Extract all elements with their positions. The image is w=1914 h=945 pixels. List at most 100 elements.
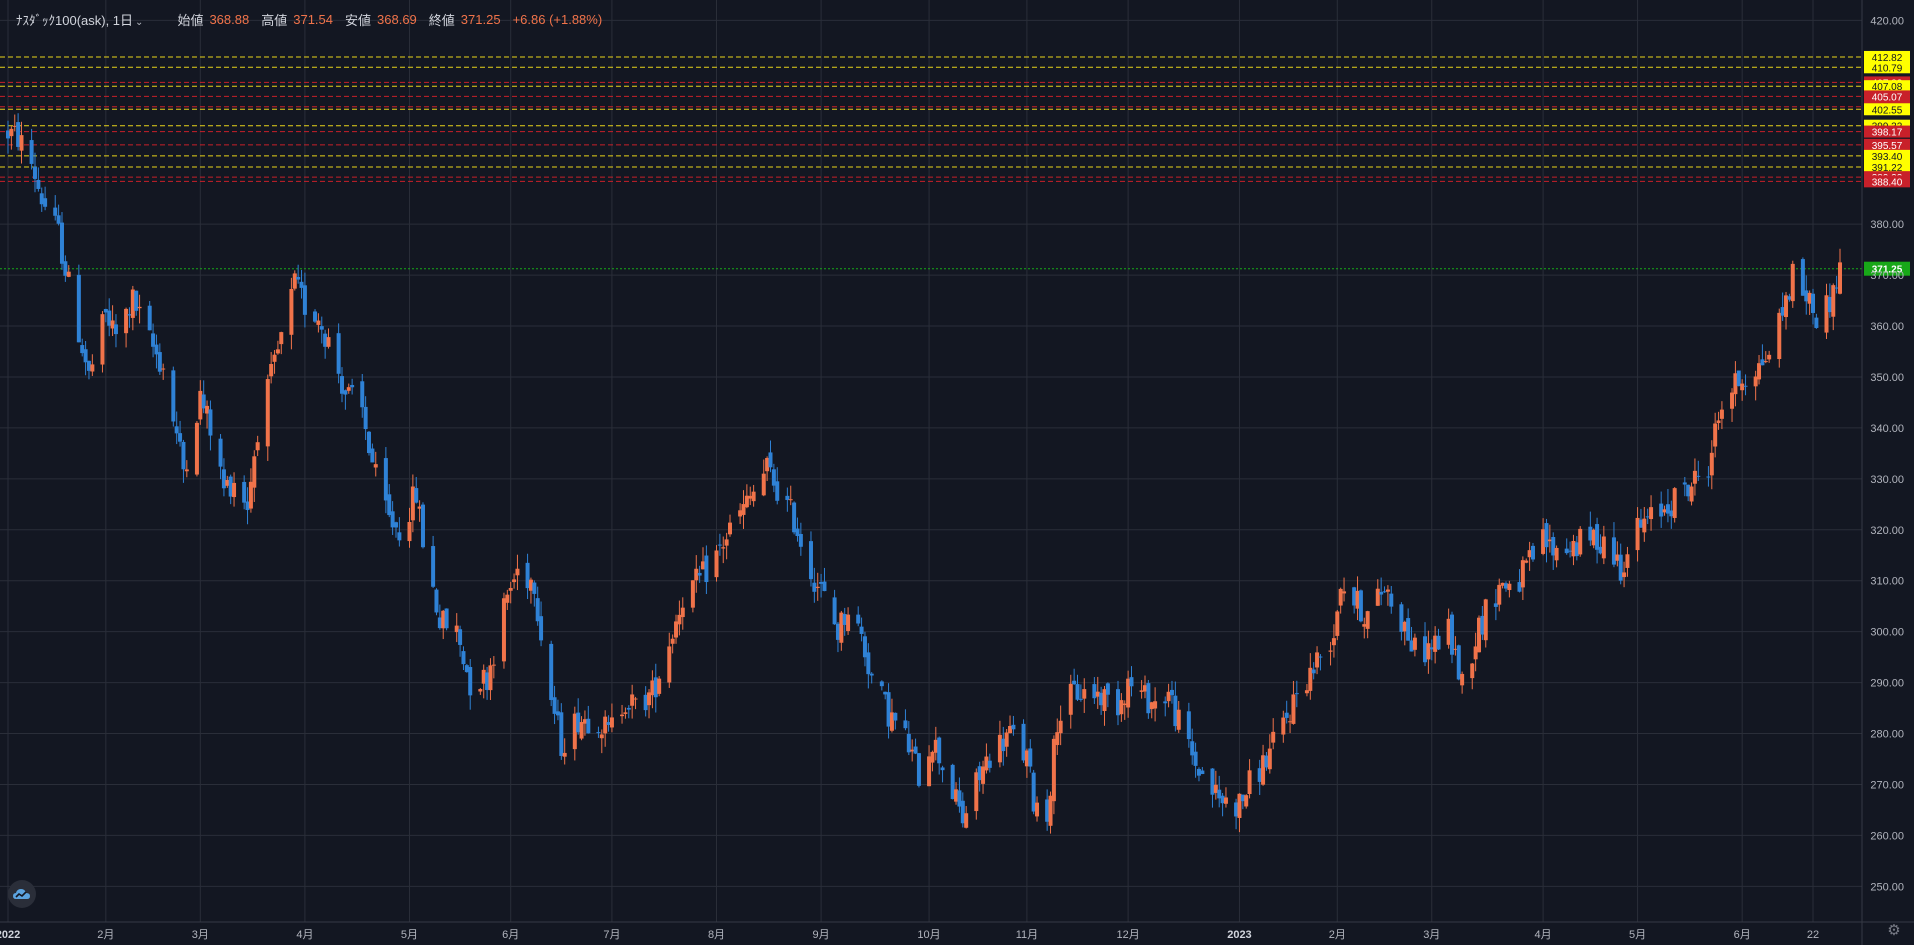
candle-body [157, 352, 162, 372]
candle-body [1217, 789, 1222, 799]
candle-body [340, 376, 345, 394]
candle-body [1355, 590, 1360, 609]
candle-body [667, 646, 672, 683]
candle-body [1352, 587, 1357, 606]
candle-body [1045, 799, 1050, 822]
candle-body [90, 364, 95, 372]
candle-body [1304, 690, 1309, 694]
candle-body [296, 276, 301, 280]
candle-body [1271, 731, 1276, 743]
candle-body [792, 502, 797, 533]
candle-body [468, 666, 473, 696]
symbol-legend: ﾅｽﾀﾞｯｸ100(ask), 1日 ⌄ 始値 368.88 高値 371.54 安値… [16, 10, 602, 29]
candle-body [1645, 516, 1650, 518]
candle-body [795, 528, 800, 537]
symbol-title[interactable]: ﾅｽﾀﾞｯｸ100(ask), 1日 ⌄ [16, 13, 144, 28]
candle-body [201, 394, 206, 409]
candle-body [1824, 295, 1829, 333]
candle-body [1402, 621, 1407, 632]
candle-body [174, 426, 179, 434]
candle-body [701, 561, 706, 570]
level-label: 412.82 [1872, 53, 1903, 64]
y-tick-label: 340.00 [1870, 423, 1904, 435]
candle-body [653, 677, 658, 698]
candle-body [147, 305, 152, 331]
candle-body [417, 506, 422, 509]
candle-body [785, 495, 790, 500]
candle-body [1767, 354, 1772, 360]
x-tick-label: 3月 [192, 929, 209, 941]
chevron-down-icon[interactable]: ⌄ [135, 17, 144, 28]
candle-body [302, 285, 307, 315]
candle-body [1213, 784, 1218, 793]
level-label: 388.40 [1872, 177, 1903, 188]
candle-body [869, 673, 874, 676]
candle-body [532, 582, 537, 594]
x-tick-label: 6月 [502, 929, 519, 941]
candle-body [1247, 770, 1252, 795]
level-label: 391.22 [1872, 163, 1903, 174]
x-tick-label: 6月 [1734, 929, 1751, 941]
candle-body [808, 541, 813, 580]
candle-body [1780, 307, 1785, 316]
candle-body [1196, 768, 1201, 776]
candle-body [1473, 646, 1478, 660]
candle-body [1622, 572, 1627, 578]
level-label: 398.17 [1872, 128, 1903, 139]
candle-body [903, 720, 908, 729]
high-value: 371.54 [293, 12, 333, 27]
candle-body [107, 310, 112, 326]
candle-body [738, 510, 743, 517]
candle-body [397, 532, 402, 541]
y-tick-label: 350.00 [1870, 372, 1904, 384]
candle-body [1564, 548, 1569, 554]
candle-body [1760, 359, 1765, 366]
candle-body [862, 636, 867, 658]
x-tick-label: 4月 [296, 929, 313, 941]
candle-body [275, 349, 280, 354]
candle-body [562, 752, 567, 757]
candle-body [198, 390, 203, 420]
candle-body [1294, 693, 1299, 695]
candle-body [29, 140, 34, 164]
candle-body [161, 368, 166, 370]
candle-body [1743, 385, 1748, 387]
candle-body [893, 712, 898, 721]
candle-body [721, 547, 726, 549]
close-label: 終値 [428, 13, 455, 28]
candle-body [1547, 539, 1552, 542]
candle-body [1129, 677, 1134, 687]
candle-body [1730, 392, 1735, 409]
gear-icon[interactable]: ⚙ [1887, 922, 1901, 939]
level-label-box [1864, 103, 1910, 116]
candle-body [1649, 507, 1654, 520]
x-tick-label: 22 [1807, 929, 1819, 941]
candle-body [741, 504, 746, 515]
candle-body [1308, 667, 1313, 691]
candle-body [43, 198, 48, 207]
candle-body [1105, 683, 1110, 695]
candle-body [269, 363, 274, 377]
candle-body [1527, 550, 1532, 558]
y-tick-label: 330.00 [1870, 474, 1904, 486]
candle-body [670, 638, 675, 644]
y-tick-label: 280.00 [1870, 729, 1904, 741]
candle-body [39, 193, 44, 205]
candle-body [127, 314, 132, 316]
level-label-box [1864, 149, 1910, 162]
brand-logo-icon[interactable] [8, 880, 36, 908]
candle-body [1122, 703, 1127, 706]
candle-body [12, 125, 17, 127]
level-label-box [1864, 175, 1910, 188]
candle-body [535, 598, 540, 622]
candle-body [579, 722, 584, 739]
candle-body [1716, 420, 1721, 424]
candle-body [1524, 560, 1529, 563]
candle-body [1784, 295, 1789, 318]
candle-body [765, 457, 770, 472]
candle-body [1426, 643, 1431, 660]
candle-body [205, 405, 210, 414]
candle-body [846, 614, 851, 631]
level-label: 405.07 [1872, 92, 1903, 103]
